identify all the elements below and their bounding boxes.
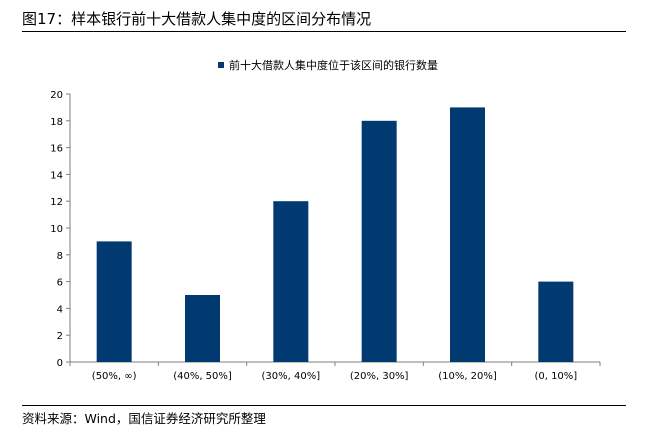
y-tick-label: 18 xyxy=(50,117,63,128)
bar xyxy=(185,295,220,362)
x-tick-label: (50%, ∞) xyxy=(92,371,137,382)
y-tick-label: 8 xyxy=(57,251,63,262)
figure-title: 图17：样本银行前十大借款人集中度的区间分布情况 xyxy=(22,10,372,28)
y-tick-label: 12 xyxy=(50,197,63,208)
y-tick-label: 16 xyxy=(50,144,63,155)
x-tick-label: (20%, 30%] xyxy=(350,371,409,382)
bar xyxy=(361,120,397,362)
bar xyxy=(450,107,485,363)
y-tick-label: 6 xyxy=(57,278,63,289)
x-axis: (50%, ∞) (40%, 50%] (30%, 40%] (20%, 30%] (1… xyxy=(69,361,601,382)
legend: 前十大借款人集中度位于该区间的银行数量 xyxy=(218,58,438,72)
y-axis: 0 2 4 6 8 10 12 14 16 18 20 xyxy=(50,90,71,369)
source-rule xyxy=(22,405,626,406)
bars xyxy=(96,107,574,363)
legend-swatch xyxy=(218,62,224,68)
x-tick-label: (40%, 50%] xyxy=(173,371,232,382)
source-note: 资料来源：Wind，国信证券经济研究所整理 xyxy=(22,411,266,426)
bar xyxy=(538,281,574,362)
y-tick-label: 4 xyxy=(57,304,63,315)
y-tick-label: 14 xyxy=(50,170,63,181)
x-tick-label: (0, 10%] xyxy=(534,371,577,382)
legend-label: 前十大借款人集中度位于该区间的银行数量 xyxy=(229,58,438,72)
y-tick-label: 0 xyxy=(57,358,63,369)
bar xyxy=(96,241,132,362)
y-tick-label: 20 xyxy=(50,90,63,101)
x-tick-label: (30%, 40%] xyxy=(262,371,321,382)
y-tick-label: 10 xyxy=(50,224,63,235)
x-tick-label: (10%, 20%] xyxy=(438,371,497,382)
title-rule xyxy=(22,31,626,32)
bar xyxy=(273,201,309,362)
y-tick-label: 2 xyxy=(57,331,63,342)
